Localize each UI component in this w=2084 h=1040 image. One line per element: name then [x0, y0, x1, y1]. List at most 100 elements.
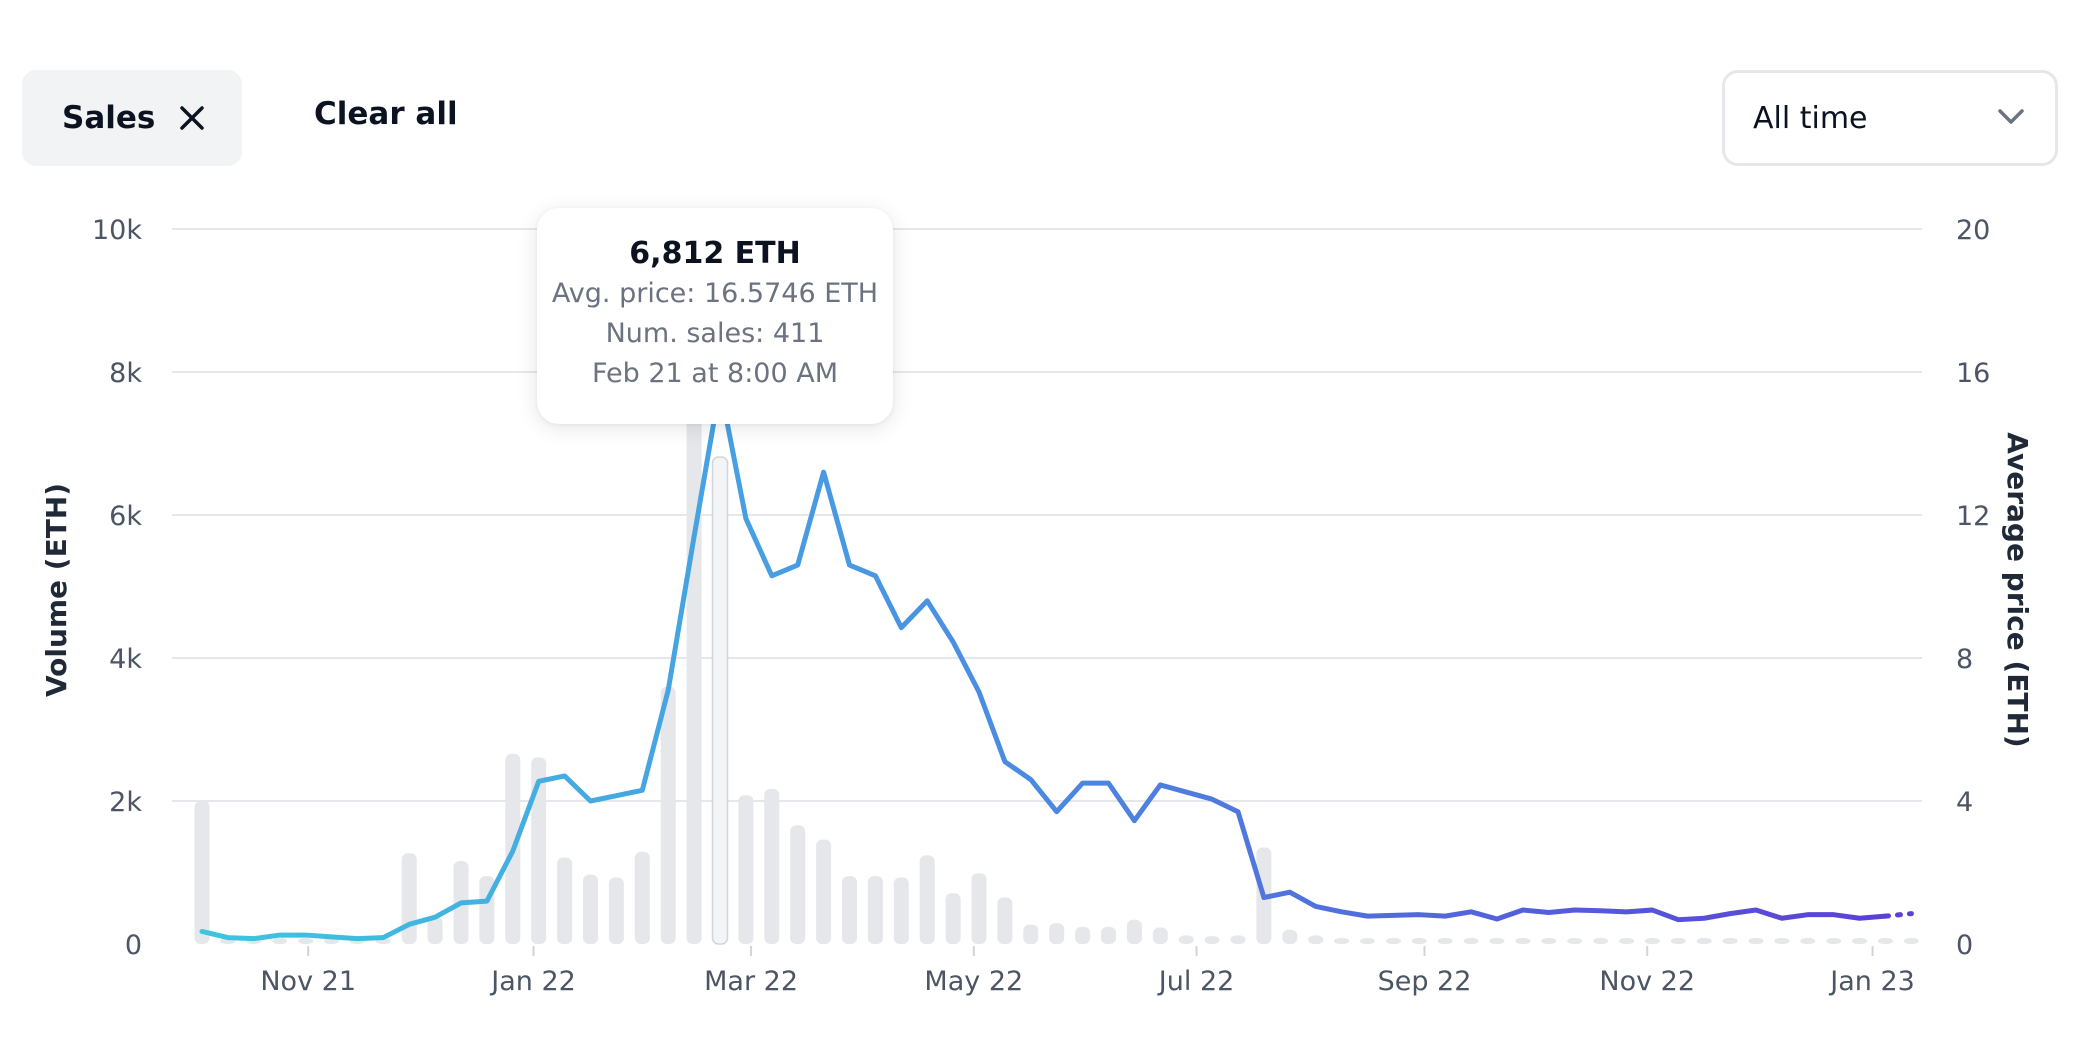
volume-bar [1411, 938, 1427, 944]
volume-bar [1696, 938, 1712, 944]
grid-lines [172, 228, 1922, 802]
volume-bar [867, 876, 883, 944]
volume-bar [1593, 938, 1609, 944]
volume-bar [1463, 938, 1479, 944]
x-tick-label: Jul 22 [1157, 966, 1235, 997]
sales-filter-label: Sales [62, 100, 156, 136]
right-tick-label: 12 [1956, 501, 1990, 532]
volume-bar [1748, 938, 1764, 944]
volume-bars [194, 375, 1919, 945]
left-tick-label: 8k [109, 358, 142, 389]
volume-bar [711, 456, 729, 945]
volume-bar [764, 788, 780, 944]
volume-bar [997, 897, 1013, 944]
volume-bar [1282, 929, 1298, 944]
right-tick-label: 0 [1956, 930, 1973, 961]
volume-bar [1075, 926, 1091, 944]
volume-bar [1774, 938, 1790, 944]
volume-bar [1619, 938, 1634, 944]
x-tick-label: Jan 22 [489, 966, 576, 997]
left-axis-ticks: 0 2k 4k 6k 8k 10k [92, 215, 142, 961]
volume-bar [1489, 938, 1505, 944]
filter-toolbar: Sales Clear all All time [0, 0, 2084, 170]
volume-bar [1178, 935, 1194, 944]
x-tick-label: Nov 22 [1599, 966, 1695, 997]
volume-bar [1903, 938, 1919, 944]
x-tick-label: Sep 22 [1378, 966, 1472, 997]
close-icon[interactable] [177, 103, 207, 133]
volume-bar [790, 825, 806, 944]
volume-bar [660, 686, 676, 944]
volume-bar [608, 877, 624, 944]
volume-bar [1049, 923, 1065, 944]
time-range-select[interactable]: All time [1722, 70, 2058, 166]
volume-bar [1670, 938, 1686, 944]
left-tick-label: 2k [109, 787, 142, 818]
volume-bar [1644, 938, 1660, 944]
tooltip-avg-price: Avg. price: 16.5746 ETH [551, 278, 879, 309]
volume-bar [272, 938, 288, 944]
x-tick-label: Nov 21 [260, 966, 356, 997]
volume-bar [557, 857, 573, 944]
volume-bar [919, 855, 935, 944]
volume-bar [945, 893, 961, 944]
volume-bar [1360, 938, 1375, 944]
chevron-down-icon [1998, 109, 2024, 124]
volume-bar [893, 877, 909, 944]
x-axis-ticks: Nov 21 Jan 22 Mar 22 May 22 Jul 22 Sep 22 Nov … [260, 946, 1915, 997]
volume-bar [1826, 938, 1842, 944]
volume-bar [1126, 919, 1142, 944]
sales-filter-chip[interactable]: Sales [22, 70, 242, 166]
avg-price-line [199, 383, 1888, 942]
right-tick-label: 8 [1956, 644, 1973, 675]
right-tick-label: 16 [1956, 358, 1990, 389]
volume-bar [1437, 938, 1453, 944]
volume-bar [1101, 926, 1116, 944]
volume-bar [1230, 935, 1246, 944]
volume-bar [1722, 938, 1738, 944]
volume-bar [1308, 935, 1324, 944]
volume-bar [816, 839, 832, 944]
right-axis-title: Average price (ETH) [2001, 432, 2034, 747]
time-range-value: All time [1753, 100, 1868, 136]
left-tick-label: 6k [109, 501, 142, 532]
volume-bar [531, 757, 547, 944]
left-tick-label: 4k [109, 644, 142, 675]
volume-bar [1852, 938, 1868, 944]
volume-bar [634, 851, 650, 944]
volume-bar [298, 938, 314, 944]
volume-bar [583, 874, 598, 944]
volume-bar [1878, 938, 1893, 944]
tooltip-num-sales: Num. sales: 411 [605, 318, 825, 349]
volume-bar [842, 876, 857, 944]
volume-bar [401, 853, 417, 944]
avg-price-line-forecast [1883, 911, 1914, 919]
x-tick-label: Jan 23 [1828, 966, 1915, 997]
tooltip-date: Feb 21 at 8:00 AM [591, 358, 839, 389]
volume-bar [971, 873, 987, 944]
volume-bar [1567, 938, 1583, 944]
x-tick-label: May 22 [924, 966, 1023, 997]
clear-all-button[interactable]: Clear all [314, 96, 458, 132]
chart-tooltip: 6,812 ETH Avg. price: 16.5746 ETH Num. s… [537, 208, 893, 424]
volume-bar [427, 916, 443, 944]
volume-bar [1334, 938, 1350, 944]
volume-bar [194, 801, 210, 944]
left-tick-label: 0 [125, 930, 142, 961]
volume-bar [1385, 938, 1401, 944]
tooltip-volume: 6,812 ETH [629, 236, 801, 271]
x-tick-label: Mar 22 [704, 966, 798, 997]
left-tick-label: 10k [92, 215, 142, 246]
right-axis-ticks: 0 4 8 12 16 20 [1956, 215, 1990, 961]
volume-bar [1515, 938, 1531, 944]
volume-bar [738, 795, 754, 944]
volume-bar [686, 375, 702, 944]
left-axis-title: Volume (ETH) [40, 483, 73, 697]
right-tick-label: 4 [1956, 787, 1973, 818]
right-tick-label: 20 [1956, 215, 1990, 246]
avg-price-line-layer [199, 383, 1914, 942]
volume-bar [1204, 936, 1220, 944]
volume-bar [1541, 938, 1557, 944]
volume-bar [1023, 924, 1039, 944]
